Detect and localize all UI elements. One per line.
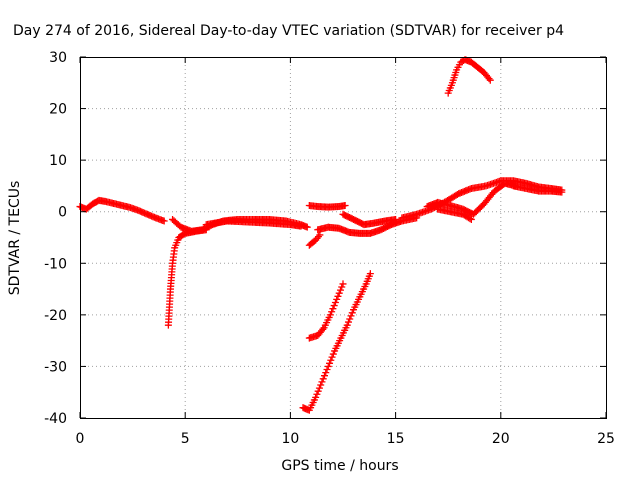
x-tick-label: 0 <box>76 431 85 447</box>
y-tick-label: 0 <box>58 205 67 221</box>
y-tick-label: 20 <box>49 102 67 118</box>
y-tick-label: -30 <box>44 359 67 375</box>
series-arc-8 <box>339 210 400 229</box>
data-point <box>324 362 332 370</box>
data-point <box>313 390 321 398</box>
data-point <box>318 378 326 386</box>
data-point <box>330 302 338 310</box>
plot-frame <box>80 57 607 419</box>
data-point <box>467 215 475 223</box>
data-point <box>326 311 334 319</box>
chart-title: Day 274 of 2016, Sidereal Day-to-day VTE… <box>13 23 564 39</box>
y-tick-label: -20 <box>44 308 67 324</box>
series-arc-10 <box>423 179 520 218</box>
data-point <box>334 292 342 300</box>
x-tick-label: 10 <box>281 431 299 447</box>
data-point <box>317 381 325 389</box>
data-point <box>328 308 336 316</box>
series-arc-2-spike <box>164 226 210 329</box>
data-point <box>338 283 346 291</box>
data-point <box>333 295 341 303</box>
series-arc-7 <box>314 214 421 237</box>
data-point <box>346 315 354 323</box>
data-point <box>160 217 168 225</box>
data-point <box>466 215 474 223</box>
data-point <box>347 312 355 320</box>
x-axis-label: GPS time / hours <box>281 458 398 474</box>
y-axis-label: SDTVAR / TECUs <box>7 181 23 296</box>
data-point <box>392 215 400 223</box>
data-point <box>558 188 566 196</box>
data-point <box>366 270 374 278</box>
series-arc-11 <box>434 205 475 223</box>
data-point <box>329 350 337 358</box>
x-tick-label: 20 <box>492 431 510 447</box>
series-arc-13 <box>299 270 374 414</box>
series-arc-15 <box>444 56 494 97</box>
series-arc-5 <box>305 231 324 249</box>
x-tick-label: 25 <box>597 431 615 447</box>
data-point <box>343 321 351 329</box>
axis-ticks: 0 5 10 15 20 25 30 20 10 0 -10 -20 -30 -40 <box>44 50 615 447</box>
data-marks <box>76 56 566 414</box>
series-arc-6 <box>305 202 349 211</box>
data-point <box>319 375 327 383</box>
data-point <box>297 222 305 230</box>
data-point <box>348 309 356 317</box>
data-point <box>303 223 311 231</box>
data-point <box>315 384 323 392</box>
x-tick-label: 15 <box>387 431 405 447</box>
y-tick-label: 30 <box>49 50 67 66</box>
y-tick-label: 10 <box>49 153 67 169</box>
series-arc-12 <box>509 182 566 196</box>
data-point <box>326 359 334 367</box>
data-point <box>323 366 331 374</box>
data-point <box>322 369 330 377</box>
data-point <box>327 356 335 364</box>
data-point <box>329 305 337 313</box>
series-arc-4 <box>202 217 305 230</box>
series-arc-9 <box>398 177 566 222</box>
data-point <box>335 289 343 297</box>
data-point <box>312 393 320 401</box>
data-point <box>341 202 349 210</box>
grid-lines <box>80 57 606 418</box>
y-tick-label: -40 <box>44 411 67 427</box>
data-point <box>344 318 352 326</box>
data-point <box>328 353 336 361</box>
data-point <box>336 286 344 294</box>
series-arc-1 <box>76 196 168 225</box>
x-tick-label: 5 <box>181 431 190 447</box>
series-arc-14 <box>305 280 347 342</box>
data-point <box>339 280 347 288</box>
data-point <box>331 298 339 306</box>
data-point <box>486 76 494 84</box>
data-point <box>485 75 493 83</box>
y-tick-label: -10 <box>44 256 67 272</box>
data-point <box>320 372 328 380</box>
data-point <box>314 387 322 395</box>
data-point <box>319 325 327 333</box>
